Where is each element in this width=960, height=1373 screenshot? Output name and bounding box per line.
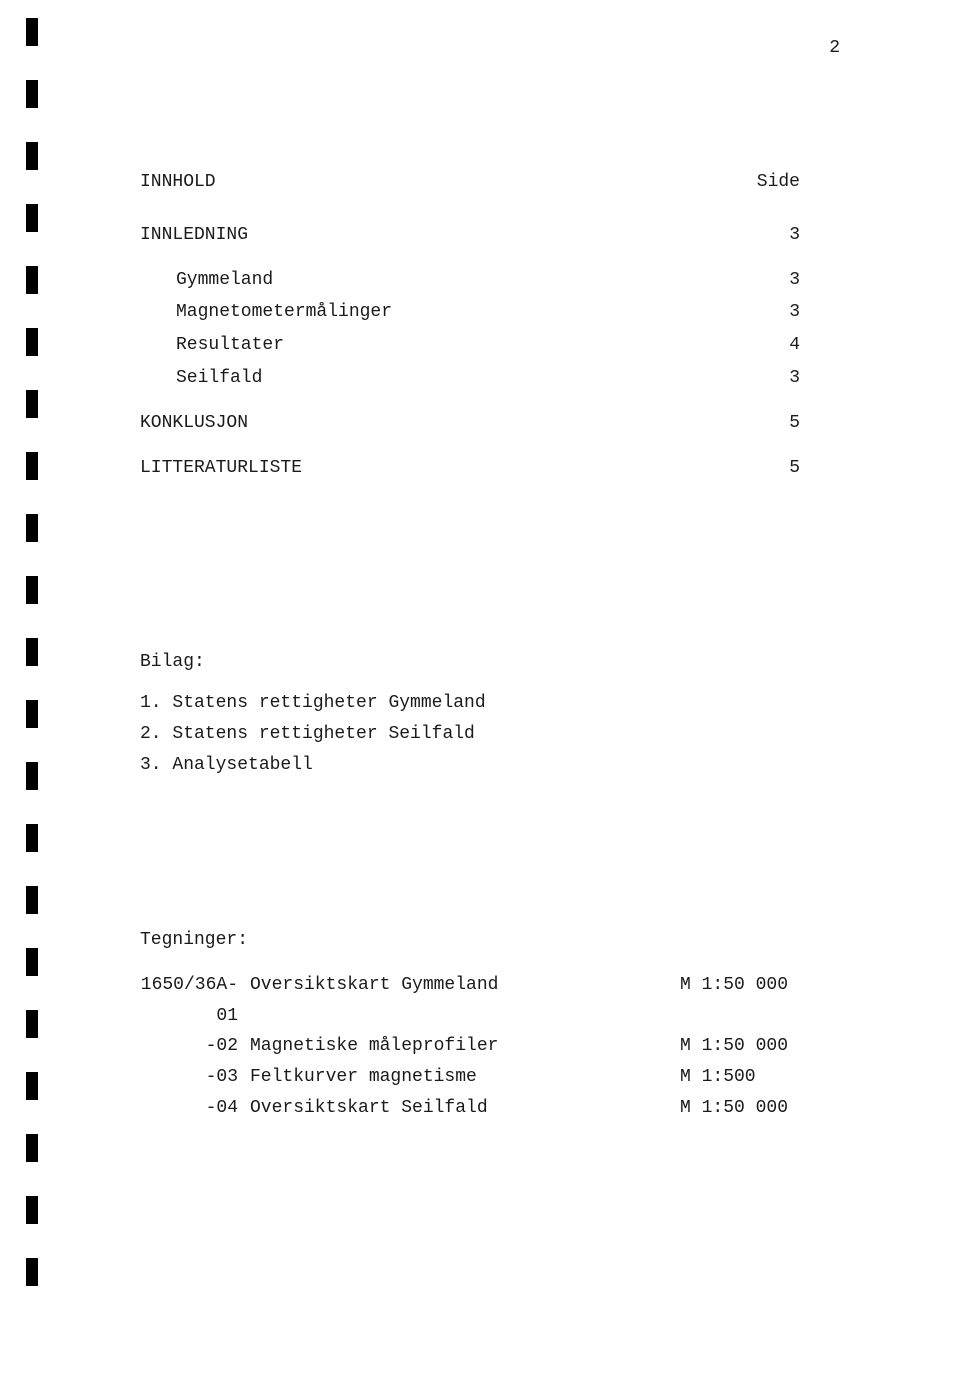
drawing-desc: Oversiktskart Seilfald — [250, 1093, 680, 1124]
toc-entry-title: Gymmeland — [140, 266, 740, 295]
binding-mark — [26, 762, 38, 790]
toc-entry-page: 4 — [740, 331, 800, 360]
binding-mark — [26, 886, 38, 914]
drawing-scale: M 1:50 000 — [680, 1031, 800, 1062]
toc-entry: LITTERATURLISTE 5 — [140, 454, 800, 483]
toc-entry: KONKLUSJON 5 — [140, 409, 800, 438]
toc-entry-title: Resultater — [140, 331, 740, 360]
binding-mark — [26, 390, 38, 418]
binding-mark — [26, 1072, 38, 1100]
page: 2 INNHOLD Side INNLEDNING 3 Gymmeland 3 … — [0, 0, 960, 1373]
drawing-row: -03 Feltkurver magnetisme M 1:500 — [140, 1062, 800, 1093]
drawing-row: -04 Oversiktskart Seilfald M 1:50 000 — [140, 1093, 800, 1124]
toc-entry-title: INNLEDNING — [140, 221, 740, 250]
toc-entry: Seilfald 3 — [140, 364, 800, 393]
binding-mark — [26, 80, 38, 108]
drawing-scale: M 1:50 000 — [680, 970, 800, 1031]
toc-entry: Magnetometermålinger 3 — [140, 298, 800, 327]
tegninger-heading: Tegninger: — [140, 930, 800, 950]
toc-entry-page: 3 — [740, 298, 800, 327]
toc-page-label: Side — [740, 168, 800, 197]
bilag-item: 3. Analysetabell — [140, 750, 800, 781]
binding-mark — [26, 142, 38, 170]
drawing-desc: Magnetiske måleprofiler — [250, 1031, 680, 1062]
toc-entry: Resultater 4 — [140, 331, 800, 360]
binding-mark — [26, 328, 38, 356]
bilag-item: 1. Statens rettigheter Gymmeland — [140, 688, 800, 719]
drawing-scale: M 1:500 — [680, 1062, 800, 1093]
binding-mark — [26, 1258, 38, 1286]
toc-entry-title: Magnetometermålinger — [140, 298, 740, 327]
drawing-scale: M 1:50 000 — [680, 1093, 800, 1124]
drawing-code: -04 — [140, 1093, 250, 1124]
binding-mark — [26, 948, 38, 976]
drawing-code: -03 — [140, 1062, 250, 1093]
toc-entry-title: KONKLUSJON — [140, 409, 740, 438]
page-number: 2 — [829, 38, 840, 58]
binding-mark — [26, 700, 38, 728]
binding-mark — [26, 576, 38, 604]
binding-marks — [26, 18, 38, 1286]
binding-mark — [26, 204, 38, 232]
binding-mark — [26, 824, 38, 852]
toc-entry-title: LITTERATURLISTE — [140, 454, 740, 483]
binding-mark — [26, 1134, 38, 1162]
binding-mark — [26, 266, 38, 294]
binding-mark — [26, 514, 38, 542]
binding-mark — [26, 1196, 38, 1224]
drawing-code: -02 — [140, 1031, 250, 1062]
bilag-heading: Bilag: — [140, 652, 800, 672]
drawing-code: 1650/36A-01 — [140, 970, 250, 1031]
toc-entry: Gymmeland 3 — [140, 266, 800, 295]
content-area: INNHOLD Side INNLEDNING 3 Gymmeland 3 Ma… — [140, 168, 800, 1123]
toc-heading: INNHOLD — [140, 168, 740, 197]
toc-entry-page: 3 — [740, 266, 800, 295]
toc-entry-page: 3 — [740, 364, 800, 393]
drawing-desc: Feltkurver magnetisme — [250, 1062, 680, 1093]
binding-mark — [26, 638, 38, 666]
binding-mark — [26, 1010, 38, 1038]
drawing-row: 1650/36A-01 Oversiktskart Gymmeland M 1:… — [140, 970, 800, 1031]
toc-entry-page: 3 — [740, 221, 800, 250]
toc-entry-title: Seilfald — [140, 364, 740, 393]
toc-header-row: INNHOLD Side — [140, 168, 800, 197]
binding-mark — [26, 452, 38, 480]
bilag-item: 2. Statens rettigheter Seilfald — [140, 719, 800, 750]
binding-mark — [26, 18, 38, 46]
toc-entry-page: 5 — [740, 454, 800, 483]
drawing-row: -02 Magnetiske måleprofiler M 1:50 000 — [140, 1031, 800, 1062]
drawing-desc: Oversiktskart Gymmeland — [250, 970, 680, 1031]
toc-entry: INNLEDNING 3 — [140, 221, 800, 250]
toc-entry-page: 5 — [740, 409, 800, 438]
